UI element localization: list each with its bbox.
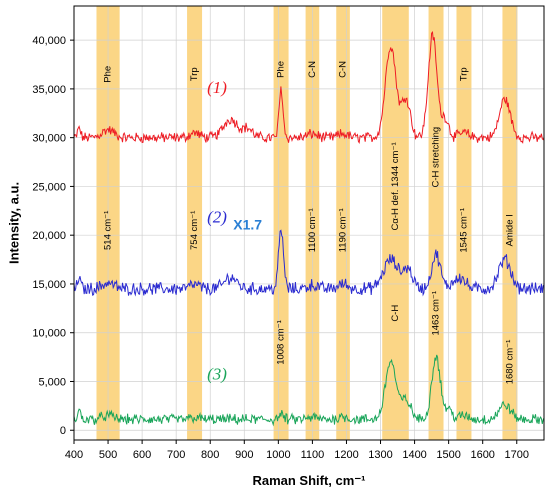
x-tick-label: 1100: [301, 449, 325, 461]
band-6-label-0: C-H stretching: [431, 127, 442, 188]
plot-frame: [73, 5, 545, 441]
series-line-1: [73, 229, 545, 297]
x-tick-label: 1700: [505, 449, 529, 461]
band-8: [502, 6, 518, 440]
band-3-label-1: 1100 cm⁻¹: [307, 208, 318, 252]
band-labels: Phe 514 cm⁻¹ Trp 754 cm⁻¹ Phe 1008 cm⁻¹ C-N 110…: [103, 61, 516, 384]
band-0-label-1: 514 cm⁻¹: [103, 211, 114, 250]
band-4-label-0: C-N: [338, 61, 349, 78]
x-tick-label: 800: [201, 449, 219, 461]
x-tick-label: 1300: [368, 449, 392, 461]
band-5-label-1: C-H: [390, 305, 401, 322]
y-axis-title: Intensity, a.u.: [7, 182, 22, 264]
x-axis-ticks: 400 500 600 700 800 900 1000 1100 1200 1300 1400 15…: [65, 440, 529, 461]
band-0-label-0: Phe: [103, 66, 114, 83]
series-label-2: (3): [207, 365, 227, 384]
y-tick-label: 20,000: [32, 230, 66, 242]
band-2-label-0: Phe: [276, 61, 287, 78]
x-tick-label: 500: [99, 449, 117, 461]
x-tick-label: 400: [65, 449, 83, 461]
series-line-0: [73, 31, 545, 144]
y-tick-label: 0: [60, 425, 66, 437]
band-8-label-0: Amide I: [504, 214, 515, 246]
x-tick-label: 700: [167, 449, 185, 461]
band-1-label-0: Trp: [189, 67, 200, 81]
x-tick-label: 1000: [266, 449, 290, 461]
series-line-2: [73, 354, 545, 427]
band-3-label-0: C-N: [307, 61, 318, 78]
y-tick-label: 35,000: [32, 84, 66, 96]
series-label-1: (2): [207, 208, 227, 227]
gridlines: [74, 6, 544, 440]
band-7-label-0: Trp: [458, 67, 469, 81]
x-tick-label: 900: [235, 449, 253, 461]
x-tick-label: 600: [133, 449, 151, 461]
x-tick-label: 1500: [436, 449, 460, 461]
band-6: [428, 6, 444, 440]
band-2: [273, 6, 289, 440]
y-tick-label: 5,000: [38, 376, 66, 388]
series-labels: (1) (2) X1.7 (3): [207, 78, 262, 384]
band-6-label-1: 1463 cm⁻¹: [431, 291, 442, 336]
series-scale-label-1: X1.7: [233, 216, 262, 232]
band-2-label-1: 1008 cm⁻¹: [276, 320, 287, 365]
x-axis-title: Raman Shift, cm⁻¹: [252, 473, 365, 488]
x-tick-label: 1200: [334, 449, 358, 461]
series-label-0: (1): [207, 78, 227, 97]
y-tick-label: 30,000: [32, 133, 66, 145]
series-lines: [73, 31, 545, 427]
x-tick-label: 1600: [470, 449, 494, 461]
band-5-label-0: Cα-H def. 1344 cm⁻¹: [390, 142, 401, 230]
y-axis-ticks: 0 5,000 10,000 15,000 20,000 25,000 30,000 35,0…: [32, 35, 74, 437]
band-8-label-1: 1680 cm⁻¹: [504, 340, 515, 385]
y-tick-label: 25,000: [32, 181, 66, 193]
x-tick-label: 1400: [402, 449, 426, 461]
band-7-label-1: 1545 cm⁻¹: [458, 208, 469, 253]
y-tick-label: 10,000: [32, 328, 66, 340]
band-1: [187, 6, 203, 440]
band-7: [456, 6, 472, 440]
y-tick-label: 40,000: [32, 35, 66, 47]
band-4-label-1: 1190 cm⁻¹: [338, 208, 349, 252]
band-1-label-1: 754 cm⁻¹: [189, 211, 200, 250]
y-tick-label: 15,000: [32, 279, 66, 291]
